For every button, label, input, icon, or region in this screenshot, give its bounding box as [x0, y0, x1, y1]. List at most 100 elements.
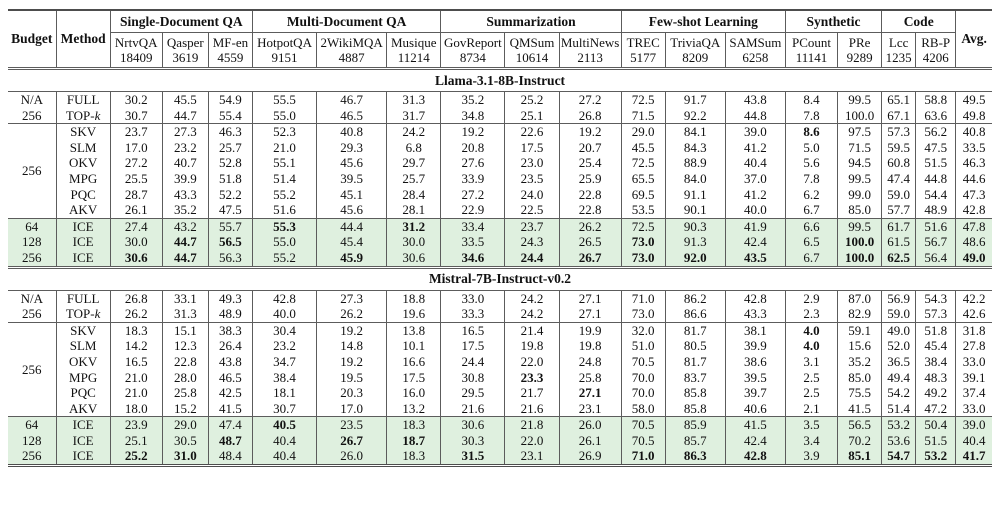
dataset-name: 2WikiMQA	[320, 34, 383, 50]
avg-cell: 42.2	[955, 290, 992, 307]
avg-column-header: Avg.	[955, 10, 992, 70]
value-cell: 19.5	[316, 369, 387, 386]
table-row: 256 ICE 25.2 31.0 48.4 40.4 26.0 18.3 31.5 23.1 26…	[8, 448, 992, 466]
dataset-column-header: HotpotQA 9151	[251, 32, 317, 70]
value-cell: 85.0	[837, 369, 882, 386]
value-cell: 84.0	[664, 170, 726, 187]
value-cell: 41.5	[207, 400, 253, 417]
value-cell: 46.5	[207, 369, 253, 386]
value-cell: 32.0	[620, 321, 666, 339]
value-cell: 23.5	[504, 170, 560, 187]
value-cell: 23.2	[161, 139, 209, 156]
value-cell: 70.5	[620, 353, 666, 370]
value-cell: 24.3	[504, 234, 560, 250]
dataset-name: NrtvQA	[114, 34, 158, 50]
value-cell: 33.0	[440, 290, 505, 307]
value-cell: 52.0	[881, 338, 916, 354]
value-cell: 92.0	[664, 249, 726, 269]
budget-cell: 64	[8, 416, 57, 433]
value-cell: 34.7	[251, 353, 317, 370]
table-row: 128 ICE 30.0 44.7 56.5 55.0 45.4 30.0 33.5 24.3 26…	[8, 234, 992, 250]
value-cell: 39.5	[724, 369, 786, 386]
dataset-name: GovReport	[443, 34, 502, 50]
value-cell: 42.4	[724, 432, 786, 449]
value-cell: 56.5	[207, 234, 253, 250]
value-cell: 18.7	[386, 432, 441, 449]
value-cell: 16.5	[440, 321, 505, 339]
value-cell: 56.4	[915, 249, 956, 269]
value-cell: 29.7	[386, 155, 441, 171]
value-cell: 24.4	[440, 353, 505, 370]
value-cell: 29.5	[440, 385, 505, 401]
avg-cell: 49.5	[955, 91, 992, 108]
value-cell: 44.8	[915, 170, 956, 187]
value-cell: 71.0	[620, 290, 666, 307]
value-cell: 21.0	[109, 369, 163, 386]
budget-cell: 128	[8, 432, 57, 449]
value-cell: 49.4	[881, 369, 916, 386]
value-cell: 100.0	[837, 249, 882, 269]
avg-cell: 39.0	[955, 416, 992, 433]
dataset-column-header: PCount 11141	[784, 32, 838, 70]
value-cell: 26.9	[558, 448, 622, 466]
value-cell: 15.1	[161, 321, 209, 339]
value-cell: 81.7	[664, 321, 726, 339]
value-cell: 91.7	[664, 91, 726, 108]
value-cell: 23.2	[251, 338, 317, 354]
value-cell: 99.0	[837, 186, 882, 203]
value-cell: 33.3	[440, 306, 505, 323]
value-cell: 40.4	[251, 432, 317, 449]
value-cell: 84.3	[664, 139, 726, 156]
dataset-size: 8209	[682, 50, 709, 65]
dataset-size: 8734	[459, 50, 486, 65]
dataset-size: 11141	[795, 50, 828, 65]
value-cell: 40.4	[251, 448, 317, 466]
value-cell: 65.1	[881, 91, 916, 108]
value-cell: 2.3	[784, 306, 838, 323]
value-cell: 52.3	[251, 123, 317, 140]
value-cell: 85.9	[664, 416, 726, 433]
value-cell: 51.5	[915, 155, 956, 171]
value-cell: 44.7	[161, 107, 209, 124]
avg-cell: 33.0	[955, 400, 992, 417]
table-body: Llama-3.1-8B-Instruct N/A FULL 30.2 45.5 54.9…	[8, 68, 992, 466]
value-cell: 27.2	[440, 186, 505, 203]
value-cell: 59.0	[881, 306, 916, 323]
value-cell: 70.0	[620, 385, 666, 401]
value-cell: 24.2	[386, 123, 441, 140]
value-cell: 54.4	[915, 186, 956, 203]
value-cell: 85.7	[664, 432, 726, 449]
method-cell: MPG	[55, 369, 111, 386]
value-cell: 72.5	[620, 155, 666, 171]
value-cell: 55.2	[251, 249, 317, 269]
value-cell: 59.5	[881, 139, 916, 156]
value-cell: 57.3	[915, 306, 956, 323]
value-cell: 72.5	[620, 217, 666, 235]
value-cell: 30.7	[109, 107, 163, 124]
value-cell: 57.7	[881, 202, 916, 219]
value-cell: 35.2	[161, 202, 209, 219]
value-cell: 47.5	[915, 139, 956, 156]
table-row: N/A FULL 30.2 45.5 54.9 55.5 46.7 31.3 35.2 25.2 2…	[8, 91, 992, 108]
value-cell: 34.8	[440, 107, 505, 124]
table-row: 64 ICE 23.9 29.0 47.4 40.5 23.5 18.3 30.6 21.8 26.…	[8, 416, 992, 433]
method-cell: SLM	[55, 338, 111, 354]
value-cell: 45.1	[316, 186, 387, 203]
dataset-name: MultiNews	[560, 34, 620, 50]
value-cell: 26.1	[558, 432, 622, 449]
value-cell: 6.6	[784, 217, 838, 235]
value-cell: 30.8	[440, 369, 505, 386]
value-cell: 30.6	[109, 249, 163, 269]
value-cell: 22.0	[504, 432, 560, 449]
value-cell: 31.3	[161, 306, 209, 323]
value-cell: 17.0	[316, 400, 387, 417]
dataset-size: 3619	[172, 50, 199, 65]
task-group-header: Single-Document QA	[109, 10, 253, 33]
value-cell: 41.9	[724, 217, 786, 235]
method-cell: AKV	[55, 400, 111, 417]
value-cell: 17.5	[440, 338, 505, 354]
value-cell: 48.3	[915, 369, 956, 386]
avg-cell: 48.6	[955, 234, 992, 250]
value-cell: 41.5	[724, 416, 786, 433]
avg-cell: 44.6	[955, 170, 992, 187]
